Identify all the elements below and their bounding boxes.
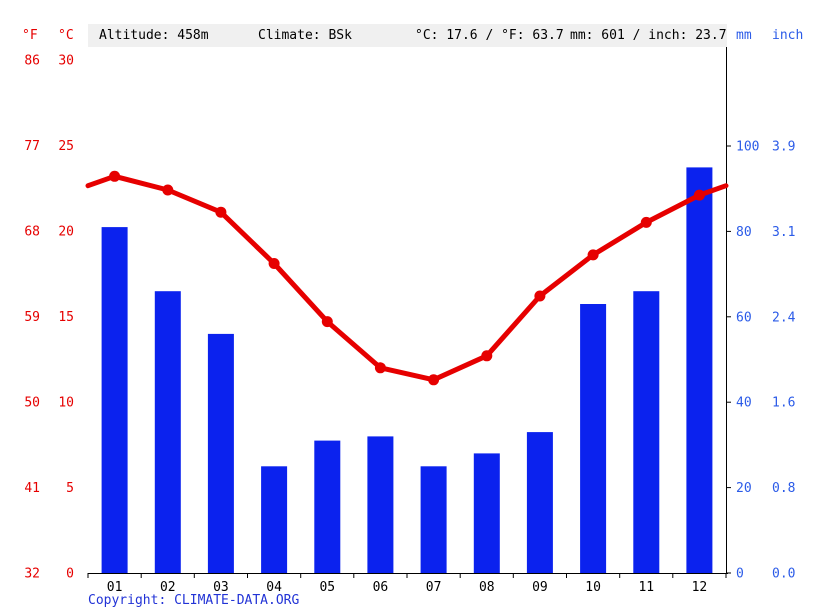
precip-bar	[207, 333, 234, 573]
month-label: 01	[107, 580, 123, 595]
altitude-label: Altitude: 458m	[99, 28, 209, 43]
month-label: 07	[426, 580, 442, 595]
temperature-points	[109, 170, 705, 386]
mm-tick: 100	[736, 140, 759, 155]
month-label: 05	[319, 580, 335, 595]
month-label: 09	[532, 580, 548, 595]
temp-point	[215, 206, 227, 218]
celsius-tick: 25	[58, 139, 74, 154]
mm-tick: 0	[736, 567, 744, 582]
inch-tick: 2.4	[772, 310, 796, 325]
temp-point	[268, 258, 280, 269]
fahrenheit-tick: 68	[24, 225, 40, 240]
inch-tick: 0.8	[772, 481, 795, 496]
temp-point	[428, 374, 440, 386]
axes	[87, 47, 731, 578]
temp-point	[481, 350, 493, 362]
temp-point	[109, 170, 121, 182]
summary-band	[88, 24, 727, 47]
month-label: 11	[638, 580, 654, 595]
mm-axis-unit: mm	[736, 28, 752, 43]
fahrenheit-axis-unit: °F	[22, 28, 38, 43]
temp-point	[640, 216, 652, 228]
mm-tick: 40	[736, 396, 752, 411]
month-label: 12	[692, 580, 708, 595]
temp-point	[162, 184, 174, 196]
celsius-tick: 20	[58, 225, 74, 240]
inch-tick: 1.6	[772, 396, 795, 411]
fahrenheit-tick: 77	[24, 139, 40, 154]
copyright-line: Copyright: CLIMATE-DATA.ORG	[88, 593, 299, 608]
precip-bar	[154, 291, 181, 573]
precip-bar	[473, 453, 500, 573]
temp-point	[321, 316, 333, 328]
precip-bar	[420, 466, 447, 574]
fahrenheit-tick: 41	[24, 481, 40, 496]
precip-bar	[526, 432, 553, 573]
temp-point	[534, 290, 546, 302]
fahrenheit-tick: 86	[24, 54, 40, 69]
precipitation-bars	[101, 167, 713, 574]
inch-tick: 3.9	[772, 140, 795, 155]
copyright-prefix: Copyright:	[88, 593, 175, 608]
temperature-line	[85, 173, 729, 383]
precip-bar	[261, 466, 288, 574]
mm-tick: 60	[736, 310, 752, 325]
celsius-axis-unit: °C	[58, 28, 74, 43]
precip-bar	[367, 436, 394, 573]
precip-bar	[101, 227, 128, 573]
temp-point	[374, 362, 386, 374]
fahrenheit-tick: 32	[24, 567, 40, 582]
inch-tick: 3.1	[772, 225, 795, 240]
copyright-link[interactable]: CLIMATE-DATA.ORG	[174, 593, 300, 608]
tick-labels: 32 0 41 5 50 10 59 15 68 20 77 25 86 30 0 0.0 20 0.8 40 1.6…	[24, 54, 795, 596]
inch-axis-unit: inch	[772, 28, 804, 43]
inch-tick: 0.0	[772, 567, 795, 582]
month-label: 06	[373, 580, 389, 595]
month-label: 08	[479, 580, 495, 595]
celsius-tick: 15	[58, 310, 74, 325]
temperature-summary-label: °C: 17.6 / °F: 63.7	[415, 28, 564, 43]
celsius-tick: 0	[66, 567, 74, 582]
precip-bar	[580, 304, 607, 573]
mm-tick: 20	[736, 481, 752, 496]
precip-bar	[314, 440, 341, 573]
month-label: 10	[585, 580, 601, 595]
precipitation-summary-label: mm: 601 / inch: 23.7	[570, 28, 727, 43]
celsius-tick: 10	[58, 396, 74, 411]
month-label: 03	[213, 580, 229, 595]
climate-classification-label: Climate: BSk	[258, 28, 352, 43]
celsius-tick: 30	[58, 54, 74, 69]
mm-tick: 80	[736, 225, 752, 240]
precip-bar	[686, 167, 713, 573]
temp-point	[587, 249, 599, 261]
fahrenheit-tick: 59	[24, 310, 40, 325]
fahrenheit-tick: 50	[24, 396, 40, 411]
month-label: 02	[160, 580, 176, 595]
celsius-tick: 5	[66, 481, 74, 496]
month-label: 04	[266, 580, 282, 595]
precip-bar	[633, 291, 660, 573]
temp-point	[693, 189, 705, 201]
